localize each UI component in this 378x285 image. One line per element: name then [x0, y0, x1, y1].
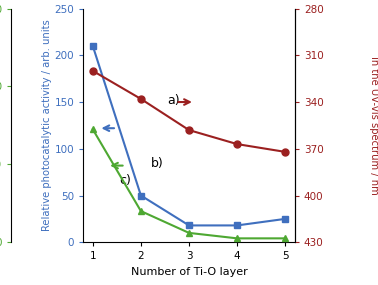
Text: a): a) [167, 94, 180, 107]
Text: b): b) [150, 158, 163, 170]
Y-axis label: Relative photocatalytic activity / arb. units: Relative photocatalytic activity / arb. … [42, 20, 52, 231]
X-axis label: Number of Ti-O layer: Number of Ti-O layer [131, 267, 247, 277]
Y-axis label: Absorption edge
in the UV-vis spectrum / nm: Absorption edge in the UV-vis spectrum /… [369, 56, 378, 195]
Text: c): c) [119, 174, 131, 187]
